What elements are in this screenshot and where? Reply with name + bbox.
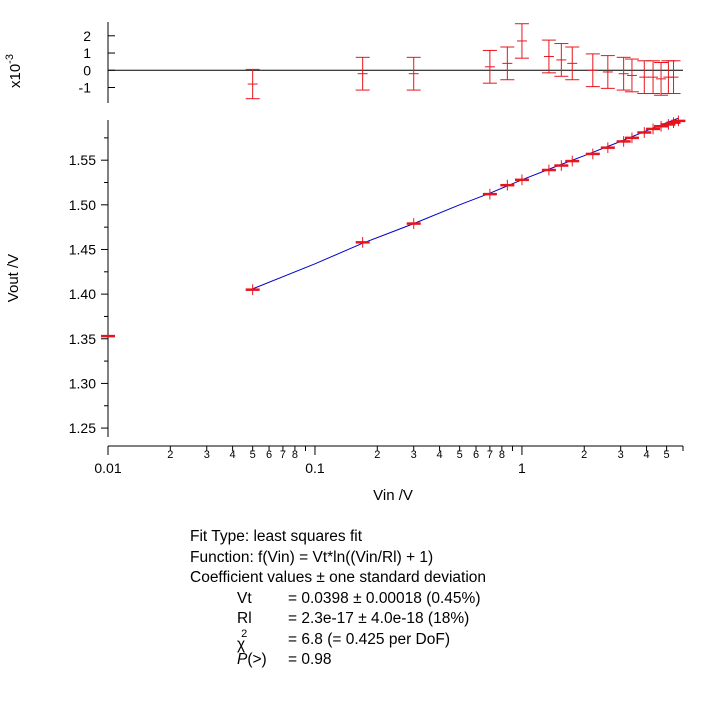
coefficient-value: = 0.0398 ± 0.00018 (0.45%) (288, 589, 481, 607)
residual-ylabel: x10-3 (4, 54, 24, 88)
x-minor-label: 7 (280, 449, 286, 461)
fit-results-panel: Fit Type: least squares fit Function: f(… (190, 527, 486, 671)
coefficient-row-vt: Vt = 0.0398 ± 0.00018 (0.45%) (190, 589, 486, 610)
fit-type-text: Fit Type: least squares fit (190, 528, 363, 545)
data-point (600, 142, 615, 154)
coefficient-name: Rl (237, 610, 252, 627)
data-point (406, 218, 421, 229)
x-minor-label: 2 (167, 449, 173, 461)
residual-y-tick-label: 2 (83, 28, 91, 44)
x-minor-label: 8 (499, 449, 505, 461)
fit-curve (252, 117, 679, 290)
y-tick-label: 1.25 (69, 420, 96, 436)
p-value-label: P(>) (237, 651, 267, 668)
y-tick-label: 1.40 (69, 286, 96, 302)
residual-series (245, 23, 681, 100)
residual-point (565, 46, 580, 81)
chi-square-label: χ2 (237, 627, 248, 653)
data-point (514, 174, 529, 186)
fit-curve-group (252, 117, 679, 290)
data-point (624, 132, 639, 144)
x-minor-label: 5 (664, 449, 670, 461)
data-point (637, 127, 652, 138)
x-minor-label: 2 (374, 449, 380, 461)
residual-y-tick-label: 0 (83, 62, 91, 78)
x-axis-title: Vin /V (373, 487, 413, 504)
residual-axes: 210-1 (79, 22, 683, 103)
residual-point (482, 49, 497, 84)
data-point (671, 115, 686, 127)
y-tick-label: 1.50 (69, 197, 96, 213)
data-point (355, 236, 370, 248)
residual-point (646, 60, 661, 95)
data-point (646, 123, 661, 135)
data-point (482, 188, 497, 200)
data-point (654, 120, 669, 132)
data-point (585, 148, 600, 160)
y-tick-label: 1.30 (69, 375, 96, 391)
x-tick-label: 0.01 (94, 460, 121, 476)
x-minor-label: 4 (643, 449, 649, 461)
chi-square-value: = 6.8 (= 0.425 per DoF) (288, 630, 450, 648)
x-minor-label: 6 (473, 449, 479, 461)
x-minor-label: 6 (266, 449, 272, 461)
residual-point (624, 58, 639, 93)
residual-y-tick-label: -1 (79, 79, 92, 95)
fit-function-text: Function: f(Vin) = Vt*ln((Vin/Rl) + 1) (190, 548, 434, 566)
residual-point (666, 60, 681, 95)
coefficient-name: Vt (237, 589, 252, 607)
data-point (500, 179, 515, 191)
y-axis-title: Vout /V (5, 254, 22, 302)
p-value-row: P(>) = 0.98 (190, 650, 486, 671)
residual-point (554, 43, 569, 77)
x-minor-label: 3 (411, 449, 417, 461)
residual-point (600, 55, 615, 89)
x-minor-label: 3 (618, 449, 624, 461)
p-value: = 0.98 (288, 651, 332, 668)
fit-plot: 210-1 1.251.301.351.401.451.501.550.012 3… (4, 22, 686, 504)
residual-point (500, 46, 515, 81)
chi-square-row: χ2 = 6.8 (= 0.425 per DoF) (190, 628, 486, 653)
x-minor-label: 5 (457, 449, 463, 461)
residual-y-tick-label: 1 (83, 45, 91, 61)
coefficient-row-rl: Rl = 2.3e-17 ± 4.0e-18 (18%) (190, 609, 486, 630)
x-minor-label: 4 (230, 449, 236, 461)
data-point (616, 136, 631, 147)
y-tick-label: 1.55 (69, 152, 96, 168)
data-point (541, 164, 556, 176)
x-minor-label: 8 (292, 449, 298, 461)
main-axes: 1.251.301.351.401.451.501.550.012 3 4 5 6 7 80… (69, 120, 684, 476)
x-minor-label: 3 (204, 449, 210, 461)
y-tick-label: 1.35 (69, 331, 96, 347)
x-minor-label: 2 (581, 449, 587, 461)
coefficient-header: Coefficient values ± one standard deviat… (190, 569, 487, 586)
residual-point (514, 23, 529, 59)
residual-point (245, 68, 260, 100)
residual-point (406, 56, 421, 91)
data-series (101, 115, 686, 338)
x-minor-label: 4 (437, 449, 443, 461)
y-tick-label: 1.45 (69, 241, 96, 257)
data-point (565, 155, 580, 167)
residual-point (355, 56, 370, 91)
residual-point (616, 56, 631, 91)
residual-point (654, 62, 669, 96)
residual-point (585, 53, 600, 88)
x-minor-label: 5 (250, 449, 256, 461)
data-point (245, 284, 260, 296)
coefficient-value: = 2.3e-17 ± 4.0e-18 (18%) (288, 610, 470, 627)
x-tick-label: 0.1 (305, 460, 325, 476)
residual-point (541, 39, 556, 74)
data-point (554, 160, 569, 171)
x-tick-label: 1 (518, 460, 526, 476)
x-minor-label: 7 (487, 449, 493, 461)
